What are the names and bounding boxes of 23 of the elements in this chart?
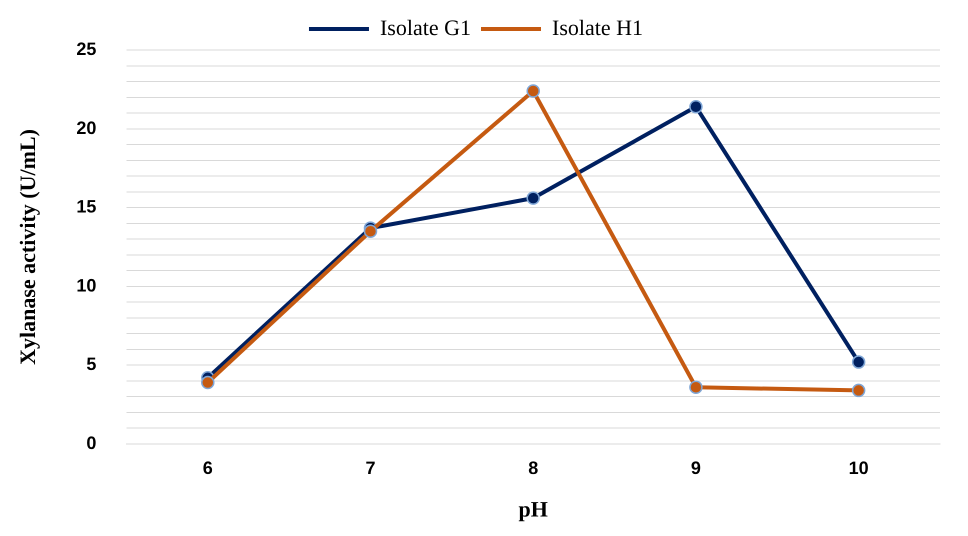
y-tick-label: 20 <box>76 118 96 138</box>
point <box>852 355 866 369</box>
y-tick-label: 10 <box>76 275 96 296</box>
point <box>364 224 378 238</box>
y-tick-label: 15 <box>76 196 96 217</box>
point <box>852 384 866 398</box>
point <box>201 376 215 390</box>
y-tick-label: 25 <box>76 38 96 59</box>
point <box>689 380 703 394</box>
point <box>526 84 540 98</box>
x-tick-label: 9 <box>690 458 701 478</box>
x-tick-label: 10 <box>848 458 869 478</box>
legend-label: Isolate H1 <box>552 14 644 40</box>
legend-label: Isolate G1 <box>380 14 471 40</box>
x-tick-label: 6 <box>202 458 213 478</box>
point <box>689 100 703 114</box>
x-tick-label: 8 <box>528 458 538 478</box>
x-tick-label: 7 <box>365 458 376 478</box>
y-tick-label: 0 <box>86 432 96 453</box>
y-tick-label: 5 <box>86 354 96 374</box>
point <box>526 191 540 205</box>
x-axis-title: pH <box>518 496 548 522</box>
y-axis-title: Xylanase activity (U/mL) <box>14 129 40 365</box>
